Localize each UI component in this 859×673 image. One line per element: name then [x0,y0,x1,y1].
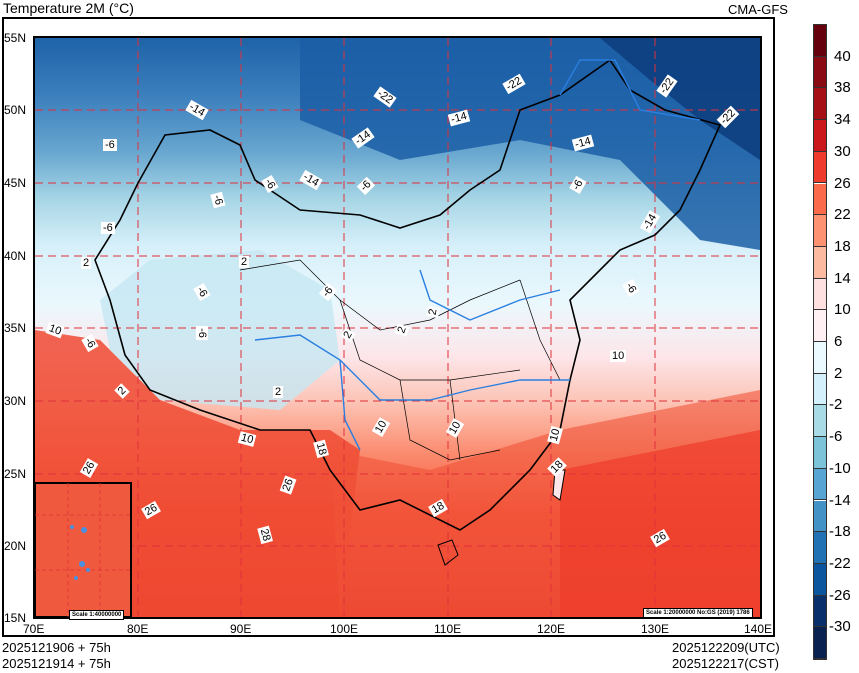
colorbar-segment [814,563,826,596]
contour-label: -6 [101,222,115,234]
init-time-utc: 2025121906 + 75h [2,640,111,655]
colorbar-label: 10 [834,301,851,319]
colorbar-segment [814,88,826,121]
colorbar-label: -6 [829,428,843,446]
lat-tick: 55N [4,31,27,45]
colorbar-label: 2 [834,364,843,382]
colorbar-segment [814,468,826,501]
lon-tick: 110E [434,622,462,636]
lat-tick: 15N [4,611,27,625]
colorbar-label: -2 [829,396,843,414]
colorbar-segment [814,56,826,89]
lon-tick: 80E [127,622,149,636]
init-time-cst: 2025121914 + 75h [2,656,111,671]
lat-tick: 20N [4,539,27,553]
colorbar-segment [814,373,826,406]
plot-frame [2,17,775,637]
colorbar-segment [814,183,826,216]
lon-tick: 70E [23,622,45,636]
inset-scale: Scale 1:40000000 [69,610,125,620]
colorbar-segment [814,25,826,57]
lat-tick: 40N [4,249,27,263]
colorbar-label: -30 [829,618,851,636]
chart-title: Temperature 2M (°C) [3,0,134,16]
colorbar-label: 18 [834,237,851,255]
lon-tick: 130E [641,622,670,636]
colorbar-segment [814,310,826,342]
lon-tick: 100E [330,622,359,636]
lat-tick: 35N [4,321,27,335]
contour-label: -6 [103,139,117,151]
lat-tick: 30N [4,394,27,408]
contour-label: 2 [239,256,250,268]
colorbar-segment [814,500,826,533]
colorbar-label: -26 [829,586,851,604]
map-scale: Scale 1:20000000 No:GS (2019) 1786 [643,608,753,618]
colorbar-label: -22 [829,554,851,572]
colorbar-label: 34 [834,111,851,129]
contour-label: 10 [610,350,627,362]
colorbar-segment [814,595,826,628]
colorbar-segment [814,278,826,311]
lat-tick: 50N [4,103,27,117]
colorbar-segment [814,627,826,659]
lat-tick: 25N [4,467,27,481]
colorbar-segment [814,246,826,279]
lon-tick: 120E [537,622,566,636]
graticule [35,38,760,617]
lon-tick: 140E [744,622,773,636]
colorbar-segment [814,120,826,152]
colorbar-segment [814,405,826,438]
contour-label: 2 [426,305,440,319]
temperature-map [33,36,762,619]
colorbar-label: 6 [834,333,843,350]
contour-label: -6 [195,326,208,340]
colorbar-label: -14 [829,491,851,509]
colorbar [813,24,827,660]
colorbar-segment [814,532,826,564]
colorbar-label: 30 [834,142,851,160]
model-name: CMA-GFS [728,2,788,17]
colorbar-label: 22 [834,206,851,224]
colorbar-segment [814,151,826,184]
colorbar-label: 14 [834,269,851,287]
colorbar-label: 40 [834,47,851,65]
colorbar-segment [814,215,826,247]
contour-label: 2 [81,257,92,269]
colorbar-segment [814,437,826,469]
contour-label: 2 [273,386,284,398]
colorbar-label: 38 [834,79,851,97]
valid-time-cst: 2025122217(CST) [672,656,779,671]
valid-time-utc: 2025122209(UTC) [672,640,780,655]
lon-tick: 90E [230,622,252,636]
lat-tick: 45N [4,176,27,190]
colorbar-label: -18 [829,523,851,541]
colorbar-label: -10 [829,459,851,477]
colorbar-segment [814,342,826,374]
colorbar-label: 26 [834,174,851,192]
